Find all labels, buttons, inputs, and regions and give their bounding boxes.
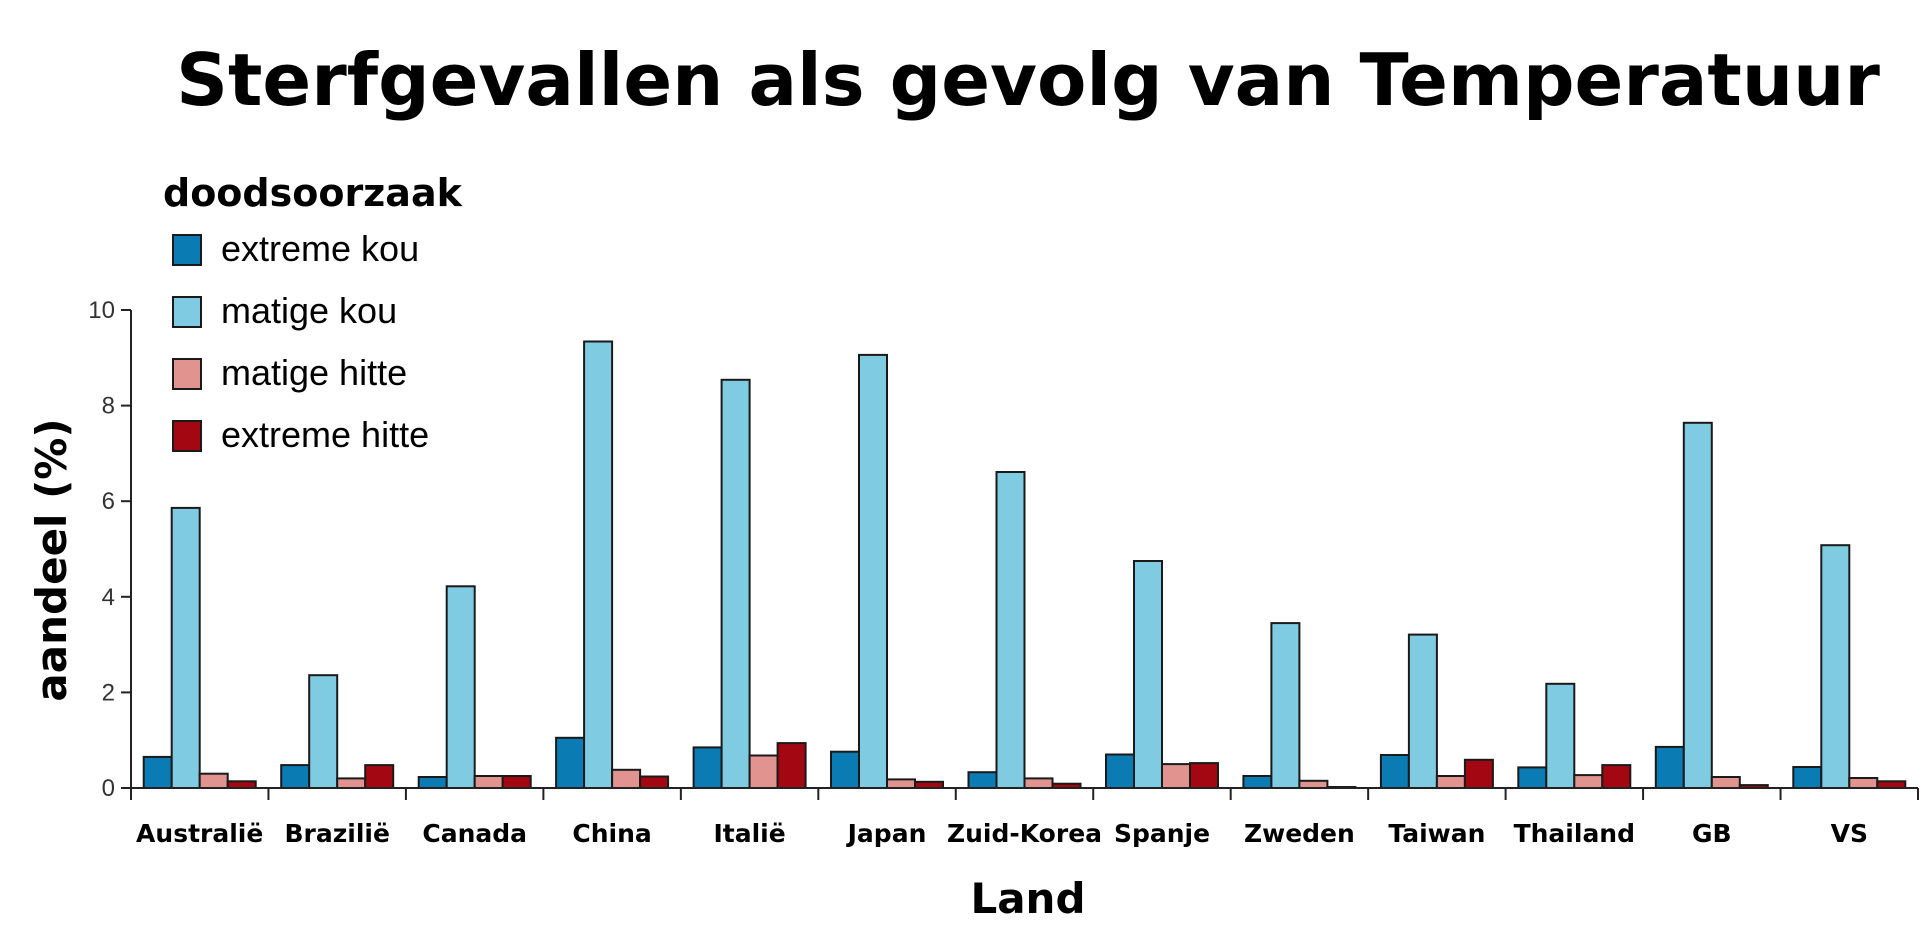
- chart-title: Sterfgevallen als gevolg van Temperatuur: [176, 38, 1880, 122]
- bar-1-3: [417, 776, 448, 789]
- bar-4-5: [776, 742, 807, 789]
- x-tick-label-11: Thailand: [1514, 819, 1635, 848]
- legend-label-3: matige hitte: [221, 352, 407, 393]
- bar-1-8: [1105, 753, 1135, 789]
- bar-2-12: [1682, 421, 1713, 789]
- bar-3-3: [473, 775, 504, 789]
- y-tick-label-3: 4: [102, 584, 115, 611]
- legend-label-1: extreme kou: [221, 228, 419, 269]
- x-tick-label-7: Zuid-Korea: [947, 819, 1102, 848]
- bar-2-2: [308, 674, 339, 790]
- legend-label-4: extreme hitte: [221, 414, 429, 455]
- bar-1-2: [280, 764, 311, 789]
- x-tick-label-5: Italië: [713, 819, 785, 848]
- bar-1-4: [555, 736, 586, 789]
- bar-4-1: [226, 780, 257, 789]
- bar-1-12: [1654, 745, 1685, 790]
- bar-1-6: [830, 750, 860, 790]
- bar-2-10: [1407, 633, 1438, 789]
- bar-2-6: [858, 353, 888, 789]
- y-tick-label-4: 6: [102, 488, 115, 515]
- x-tick-label-1: Australië: [136, 819, 263, 848]
- bar-4-13: [1876, 780, 1907, 789]
- bar-1-1: [142, 755, 173, 790]
- y-tick-label-1: 0: [102, 775, 115, 802]
- bar-1-7: [967, 771, 998, 790]
- bar-1-10: [1379, 754, 1410, 789]
- bar-1-13: [1792, 766, 1823, 789]
- bar-3-12: [1710, 776, 1741, 789]
- x-tick-label-12: GB: [1692, 819, 1732, 848]
- bar-4-3: [501, 775, 532, 789]
- legend-swatch-2: [172, 296, 202, 328]
- bar-1-11: [1517, 766, 1548, 790]
- bar-3-13: [1848, 777, 1879, 789]
- bar-3-7: [1023, 777, 1054, 790]
- x-tick-label-2: Brazilië: [284, 819, 389, 848]
- bar-3-9: [1298, 779, 1329, 789]
- x-tick-label-10: Taiwan: [1388, 819, 1485, 848]
- legend: doodsoorzaak extreme kou matige kou matige…: [163, 171, 463, 455]
- bar-4-8: [1189, 762, 1219, 789]
- bar-3-5: [748, 754, 779, 789]
- bars: [142, 340, 1907, 790]
- bar-2-4: [583, 340, 614, 789]
- bar-2-8: [1133, 560, 1163, 789]
- x-tick-label-4: China: [572, 819, 651, 848]
- legend-swatch-3: [172, 358, 202, 390]
- bar-1-5: [692, 746, 723, 790]
- bar-3-11: [1573, 774, 1604, 789]
- x-tick-label-8: Spanje: [1114, 819, 1210, 848]
- x-tick-label-9: Zweden: [1244, 819, 1355, 848]
- x-tick-label-13: VS: [1831, 819, 1868, 848]
- bar-2-3: [445, 585, 476, 789]
- y-axis-label: aandeel (%): [27, 418, 76, 701]
- legend-swatch-1: [172, 234, 202, 266]
- bar-2-11: [1545, 682, 1576, 789]
- y-tick-label-2: 2: [102, 679, 115, 706]
- x-tick-label-6: Japan: [846, 819, 927, 848]
- bar-4-11: [1601, 764, 1632, 789]
- axes: 0 2 4 6 8 10 Australië Brazilië Canada China Itali…: [88, 297, 1919, 848]
- bar-2-9: [1270, 622, 1301, 789]
- x-tick-label-3: Canada: [422, 819, 527, 848]
- bar-3-1: [198, 772, 229, 790]
- legend-swatch-4: [172, 420, 202, 452]
- bar-4-10: [1463, 758, 1494, 789]
- bar-4-2: [364, 764, 395, 789]
- bar-1-9: [1242, 775, 1273, 789]
- x-axis-label: Land: [970, 874, 1085, 923]
- bar-2-7: [995, 471, 1026, 789]
- bar-3-6: [886, 778, 916, 790]
- bar-2-13: [1820, 544, 1851, 790]
- legend-label-2: matige kou: [221, 290, 397, 331]
- bar-2-5: [720, 378, 751, 789]
- y-tick-label-6: 10: [88, 297, 115, 324]
- legend-title: doodsoorzaak: [163, 171, 463, 215]
- bar-4-4: [639, 775, 670, 789]
- bar-3-10: [1435, 775, 1466, 789]
- bar-2-1: [170, 506, 201, 789]
- bar-3-8: [1161, 763, 1191, 789]
- bar-3-4: [611, 768, 642, 789]
- bar-3-2: [336, 777, 367, 790]
- y-tick-label-5: 8: [102, 393, 115, 420]
